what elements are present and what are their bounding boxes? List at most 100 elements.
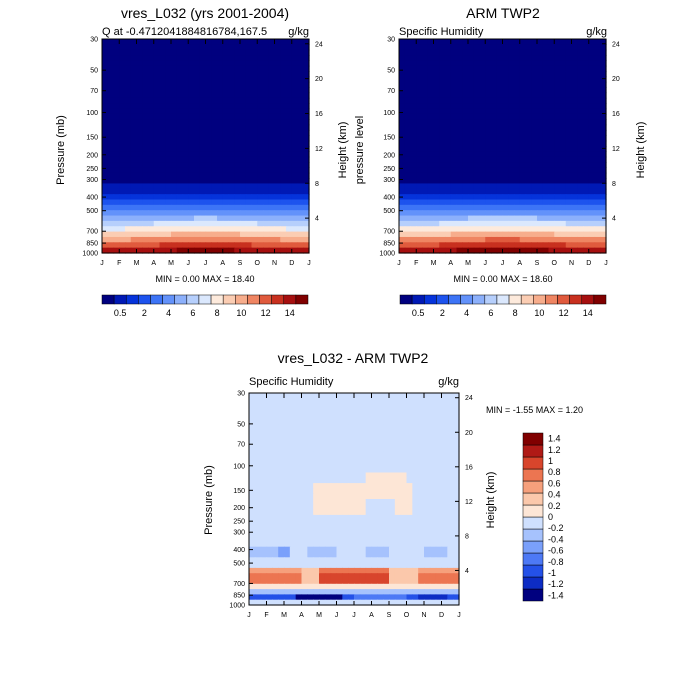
field-cell <box>240 162 247 168</box>
field-cell <box>588 151 596 158</box>
field-cell <box>485 210 492 217</box>
field-cell <box>211 204 218 211</box>
field-cell <box>519 71 527 78</box>
field-cell <box>412 451 419 458</box>
field-cell <box>249 483 256 489</box>
field-cell <box>447 408 454 415</box>
field-cell <box>303 172 310 179</box>
field-cell <box>263 65 270 72</box>
field-cell <box>525 226 532 233</box>
field-cell <box>406 493 413 500</box>
field-cell <box>485 162 492 168</box>
field-cell <box>125 236 132 243</box>
field-cell <box>424 477 431 484</box>
field-cell <box>462 124 469 131</box>
field-cell <box>319 578 326 585</box>
field-cell <box>450 172 458 179</box>
field-cell <box>330 573 338 580</box>
field-cell <box>399 183 406 190</box>
field-cell <box>240 183 247 190</box>
field-cell <box>445 204 452 211</box>
field-cell <box>119 199 126 206</box>
field-cell <box>571 124 578 131</box>
field-cell <box>266 393 273 399</box>
x-tick-label: J <box>484 260 488 267</box>
field-cell <box>577 92 584 99</box>
field-cell <box>359 578 367 585</box>
field-cell <box>389 440 396 447</box>
field-cell <box>307 583 314 590</box>
field-cell <box>254 435 262 442</box>
field-cell <box>313 499 320 505</box>
field-cell <box>389 403 396 410</box>
field-cell <box>130 162 138 168</box>
field-cell <box>260 509 268 516</box>
y-tick-label: 700 <box>233 581 245 588</box>
field-cell <box>354 530 361 537</box>
field-cell <box>531 129 538 136</box>
field-cell <box>295 552 303 558</box>
field-cell <box>130 167 138 174</box>
field-cell <box>254 557 262 564</box>
field-cell <box>433 156 440 163</box>
field-cell <box>410 119 417 126</box>
field-cell <box>479 71 486 78</box>
field-cell <box>268 60 276 67</box>
field-cell <box>462 172 469 179</box>
field-cell <box>199 151 207 158</box>
field-cell <box>125 87 132 94</box>
field-cell <box>251 156 258 163</box>
field-cell <box>342 461 349 468</box>
field-cell <box>199 236 207 243</box>
field-cell <box>422 44 429 51</box>
field-cell <box>205 236 212 243</box>
field-cell <box>268 44 276 51</box>
field-cell <box>303 188 310 195</box>
colorbar-swatch <box>557 294 570 305</box>
field-cell <box>257 178 264 185</box>
field-cell <box>176 81 184 88</box>
field-cell <box>416 103 423 110</box>
field-cell <box>514 188 521 195</box>
field-cell <box>399 49 406 56</box>
field-cell <box>136 220 143 227</box>
field-cell <box>525 49 532 56</box>
field-cell <box>441 541 448 548</box>
field-cell <box>429 514 437 521</box>
field-cell <box>429 583 437 590</box>
field-cell <box>594 236 601 243</box>
field-cell <box>427 129 435 136</box>
field-cell <box>441 557 448 564</box>
field-cell <box>435 525 443 532</box>
field-cell <box>491 156 498 163</box>
field-cell <box>377 451 384 458</box>
field-cell <box>400 541 408 548</box>
field-cell <box>435 573 443 580</box>
field-cell <box>371 589 378 595</box>
field-cell <box>389 408 396 415</box>
field-cell <box>554 92 561 99</box>
field-cell <box>217 146 224 152</box>
field-cell <box>125 55 132 61</box>
field-cell <box>422 162 429 168</box>
field-cell <box>447 578 454 585</box>
field-cell <box>571 92 578 99</box>
field-cell <box>148 124 155 131</box>
field-cell <box>450 71 458 78</box>
field-cell <box>389 525 396 532</box>
field-cell <box>303 55 310 61</box>
field-cell <box>336 446 343 452</box>
field-cell <box>148 151 155 158</box>
field-cell <box>125 204 132 211</box>
field-cell <box>228 119 235 126</box>
field-cell <box>268 76 276 83</box>
field-cell <box>336 520 343 527</box>
field-cell <box>289 573 297 580</box>
field-cell <box>600 87 607 94</box>
field-cell <box>400 509 408 516</box>
field-cell <box>113 167 120 174</box>
field-cell <box>113 65 120 72</box>
field-cell <box>400 414 408 421</box>
field-cell <box>560 119 567 126</box>
field-cell <box>260 567 268 574</box>
